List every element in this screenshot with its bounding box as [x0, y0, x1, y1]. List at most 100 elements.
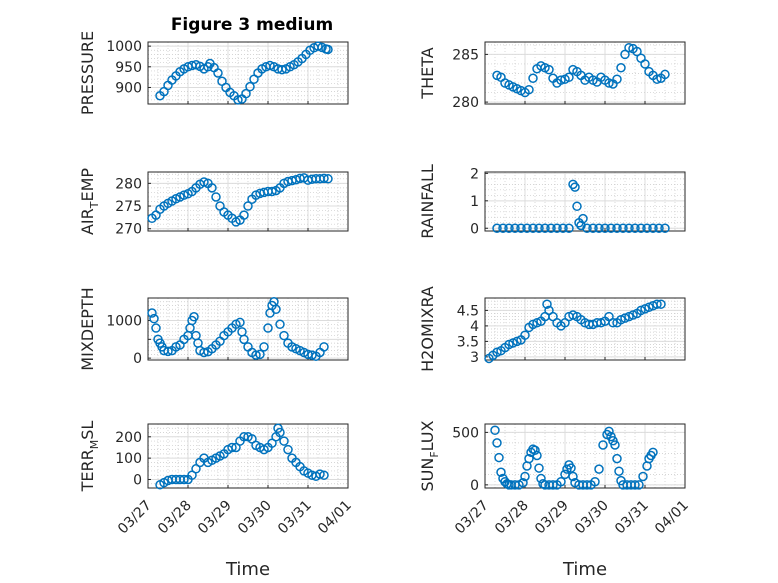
y-tick-label: 280 — [452, 95, 479, 111]
data-point — [490, 425, 500, 436]
data-point — [558, 223, 568, 234]
data-point — [179, 474, 189, 485]
data-point — [594, 464, 604, 474]
data-point — [582, 480, 592, 490]
subplot-h2omixra: 33.544.5 H2OMIXRA — [418, 286, 686, 372]
data-point — [632, 46, 642, 57]
data-point — [522, 223, 532, 234]
data-point — [648, 447, 658, 458]
data-point — [235, 317, 245, 328]
data-point — [630, 480, 640, 490]
data-point — [546, 223, 556, 234]
data-point — [652, 74, 662, 84]
data-point — [604, 78, 614, 88]
data-point — [548, 480, 558, 490]
data-point — [598, 440, 608, 450]
data-point — [544, 64, 554, 75]
axes-frame — [147, 171, 349, 232]
y-tick-label: 275 — [115, 199, 142, 215]
data-point — [618, 223, 628, 234]
data-point — [652, 299, 662, 309]
x-tick-label: 03/31 — [612, 498, 652, 538]
y-tick-label: 280 — [115, 176, 142, 192]
x-tick-label: 03/29 — [532, 498, 572, 538]
y-axis-label: MIXDEPTH — [78, 287, 97, 370]
y-axis-label: H2OMIXRA — [418, 286, 437, 372]
y-tick-label: 1 — [470, 194, 479, 210]
x-tick-label: 03/29 — [195, 498, 235, 538]
x-tick-label: 04/01 — [315, 498, 355, 538]
data-point — [241, 88, 251, 99]
data-point — [656, 299, 666, 309]
y-tick-label: 1000 — [106, 39, 142, 55]
data-point — [540, 223, 550, 234]
data-point — [151, 323, 161, 333]
data-point — [279, 330, 289, 341]
axes-frame — [147, 297, 349, 361]
data-point — [207, 183, 217, 193]
data-point — [578, 213, 588, 224]
data-point — [570, 182, 580, 192]
data-point — [516, 223, 526, 234]
data-point — [630, 223, 640, 234]
data-point — [323, 174, 333, 184]
y-tick-label: 285 — [452, 47, 479, 63]
data-point — [179, 190, 189, 200]
data-point — [642, 223, 652, 234]
data-point — [494, 452, 504, 463]
x-tick-label: 03/31 — [275, 498, 315, 538]
data-point — [636, 223, 646, 234]
data-point — [616, 63, 626, 73]
axes-frame — [484, 41, 686, 105]
data-point — [504, 223, 514, 234]
data-point — [542, 299, 552, 309]
x-tick-label: 03/27 — [452, 498, 492, 538]
data-point — [610, 440, 620, 450]
data-point — [199, 347, 209, 358]
data-point — [612, 74, 622, 84]
data-point — [552, 223, 562, 234]
x-tick-label: 03/27 — [115, 498, 155, 538]
data-point — [313, 41, 323, 51]
data-point — [510, 223, 520, 234]
y-tick-label: 100 — [115, 451, 142, 467]
data-point — [608, 318, 618, 328]
data-point — [590, 476, 600, 487]
x-tick-label: 03/28 — [155, 498, 195, 538]
y-axis-label: AIRTEMP — [78, 168, 101, 235]
data-point — [638, 471, 648, 482]
subplot-pressure: 900 950 1000 PRESSURE — [78, 31, 349, 115]
data-point — [227, 442, 237, 453]
x-tick-label: 03/30 — [235, 498, 275, 538]
data-point — [275, 319, 285, 330]
data-point — [239, 334, 249, 345]
axes-frame — [147, 423, 349, 489]
data-point — [271, 304, 281, 315]
data-point — [532, 450, 542, 461]
data-point — [163, 346, 173, 357]
axes-frame — [484, 297, 686, 361]
data-point — [600, 223, 610, 234]
data-point — [492, 438, 502, 448]
data-point — [277, 64, 287, 75]
data-point — [283, 444, 293, 455]
data-point — [612, 223, 622, 234]
x-axis-label: Time — [225, 559, 270, 580]
data-point — [524, 84, 534, 95]
data-point — [233, 95, 243, 105]
y-tick-label: 0 — [470, 478, 479, 494]
y-tick-label: 4.5 — [457, 303, 479, 319]
data-point — [564, 223, 574, 234]
y-tick-label: 2 — [470, 166, 479, 182]
data-point — [620, 49, 630, 60]
data-point — [594, 223, 604, 234]
data-point — [640, 59, 650, 69]
axes-frame — [147, 41, 349, 105]
data-point — [263, 323, 273, 333]
subplot-air-temp: 270 275 280 AIRTEMP — [78, 168, 349, 238]
data-point — [528, 73, 538, 83]
data-point — [255, 349, 265, 360]
subplot-rainfall: 0 1 2 RAINFALL — [418, 164, 686, 239]
subplot-terr-msl: 0 100 200 TERRMSL 03/27 03/28 03/29 03/30 03/31 0… — [78, 421, 355, 580]
data-point — [528, 223, 538, 234]
